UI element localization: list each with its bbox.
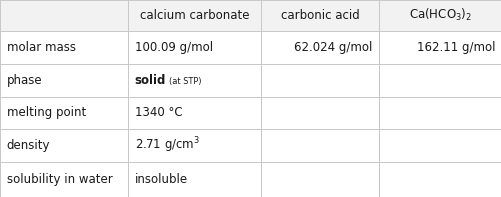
Text: 1340 °C: 1340 °C	[134, 106, 182, 119]
Text: molar mass: molar mass	[7, 41, 75, 54]
Bar	[378, 129, 501, 162]
Text: phase: phase	[7, 74, 42, 87]
Text: solid: solid	[134, 74, 166, 87]
Text: carbonic acid: carbonic acid	[280, 9, 359, 22]
Bar	[128, 162, 261, 197]
Text: insoluble: insoluble	[134, 173, 187, 186]
Bar	[128, 97, 261, 129]
Bar	[128, 129, 261, 162]
Text: calcium carbonate: calcium carbonate	[139, 9, 249, 22]
Bar	[0, 31, 128, 64]
Bar	[378, 64, 501, 97]
Bar	[261, 162, 378, 197]
Bar	[128, 0, 261, 31]
Bar	[0, 162, 128, 197]
Bar	[128, 31, 261, 64]
Text: 162.11 g/mol: 162.11 g/mol	[416, 41, 494, 54]
Text: density: density	[7, 139, 50, 152]
Text: solubility in water: solubility in water	[7, 173, 112, 186]
Bar	[378, 31, 501, 64]
Text: Ca(HCO$_3$)$_2$: Ca(HCO$_3$)$_2$	[408, 7, 471, 23]
Text: 62.024 g/mol: 62.024 g/mol	[294, 41, 372, 54]
Text: 2.71 g/cm$^3$: 2.71 g/cm$^3$	[134, 136, 199, 155]
Bar	[261, 97, 378, 129]
Text: melting point: melting point	[7, 106, 86, 119]
Bar	[378, 97, 501, 129]
Bar	[378, 162, 501, 197]
Bar	[0, 129, 128, 162]
Bar	[0, 97, 128, 129]
Bar	[128, 64, 261, 97]
Bar	[261, 0, 378, 31]
Text: (at STP): (at STP)	[168, 77, 201, 86]
Bar	[0, 64, 128, 97]
Bar	[261, 31, 378, 64]
Text: 100.09 g/mol: 100.09 g/mol	[134, 41, 212, 54]
Bar	[261, 129, 378, 162]
Bar	[261, 64, 378, 97]
Bar	[378, 0, 501, 31]
Bar	[0, 0, 128, 31]
